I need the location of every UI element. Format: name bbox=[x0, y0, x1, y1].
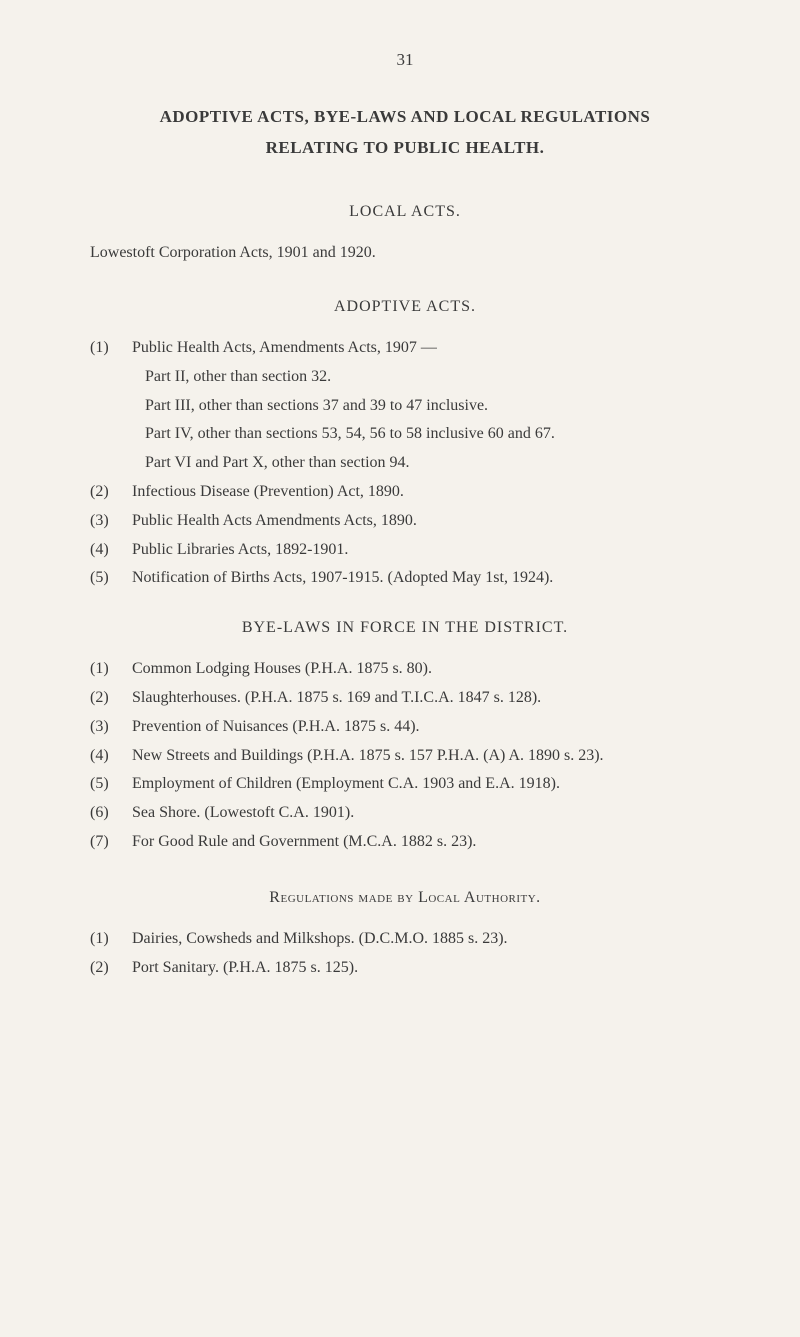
page-number: 31 bbox=[90, 50, 720, 70]
item-text: Sea Shore. (Lowestoft C.A. 1901). bbox=[132, 801, 720, 826]
item-text: Port Sanitary. (P.H.A. 1875 s. 125). bbox=[132, 956, 720, 981]
adoptive-item-1: (1) Public Health Acts, Amendments Acts,… bbox=[90, 336, 720, 361]
item-text: Infectious Disease (Prevention) Act, 189… bbox=[132, 480, 720, 505]
bye-law-item-2: (2) Slaughterhouses. (P.H.A. 1875 s. 169… bbox=[90, 686, 720, 711]
adoptive-item-5: (5) Notification of Births Acts, 1907-19… bbox=[90, 566, 720, 591]
sub-item: Part IV, other than sections 53, 54, 56 … bbox=[145, 422, 720, 447]
item-number: (1) bbox=[90, 657, 132, 682]
bye-laws-heading: BYE-LAWS IN FORCE IN THE DISTRICT. bbox=[90, 619, 720, 637]
item-number: (5) bbox=[90, 566, 132, 591]
sub-item: Part II, other than section 32. bbox=[145, 365, 720, 390]
item-text: Dairies, Cowsheds and Milkshops. (D.C.M.… bbox=[132, 927, 720, 952]
item-number: (1) bbox=[90, 336, 132, 361]
adoptive-acts-heading: ADOPTIVE ACTS. bbox=[90, 298, 720, 316]
adoptive-item-3: (3) Public Health Acts Amendments Acts, … bbox=[90, 509, 720, 534]
item-text: New Streets and Buildings (P.H.A. 1875 s… bbox=[132, 744, 720, 769]
item-number: (6) bbox=[90, 801, 132, 826]
sub-item: Part VI and Part X, other than section 9… bbox=[145, 451, 720, 476]
item-text: Employment of Children (Employment C.A. … bbox=[132, 772, 720, 797]
item-text: Slaughterhouses. (P.H.A. 1875 s. 169 and… bbox=[132, 686, 720, 711]
local-acts-heading: LOCAL ACTS. bbox=[90, 203, 720, 221]
adoptive-item-2: (2) Infectious Disease (Prevention) Act,… bbox=[90, 480, 720, 505]
item-text: Common Lodging Houses (P.H.A. 1875 s. 80… bbox=[132, 657, 720, 682]
regulation-item-1: (1) Dairies, Cowsheds and Milkshops. (D.… bbox=[90, 927, 720, 952]
item-number: (3) bbox=[90, 509, 132, 534]
bye-law-item-1: (1) Common Lodging Houses (P.H.A. 1875 s… bbox=[90, 657, 720, 682]
title-line-2: RELATING TO PUBLIC HEALTH. bbox=[266, 138, 545, 157]
item-text: Public Libraries Acts, 1892-1901. bbox=[132, 538, 720, 563]
item-text: Public Health Acts, Amendments Acts, 190… bbox=[132, 336, 720, 361]
item-number: (3) bbox=[90, 715, 132, 740]
item-number: (4) bbox=[90, 744, 132, 769]
item-number: (7) bbox=[90, 830, 132, 855]
bye-law-item-4: (4) New Streets and Buildings (P.H.A. 18… bbox=[90, 744, 720, 769]
item-text: Public Health Acts Amendments Acts, 1890… bbox=[132, 509, 720, 534]
item-text: For Good Rule and Government (M.C.A. 188… bbox=[132, 830, 720, 855]
item-number: (5) bbox=[90, 772, 132, 797]
item-text: Prevention of Nuisances (P.H.A. 1875 s. … bbox=[132, 715, 720, 740]
item-number: (2) bbox=[90, 480, 132, 505]
regulations-heading: Regulations made by Local Authority. bbox=[90, 889, 720, 907]
sub-item: Part III, other than sections 37 and 39 … bbox=[145, 394, 720, 419]
bye-law-item-5: (5) Employment of Children (Employment C… bbox=[90, 772, 720, 797]
item-number: (4) bbox=[90, 538, 132, 563]
item-number: (2) bbox=[90, 956, 132, 981]
bye-law-item-6: (6) Sea Shore. (Lowestoft C.A. 1901). bbox=[90, 801, 720, 826]
adoptive-item-4: (4) Public Libraries Acts, 1892-1901. bbox=[90, 538, 720, 563]
item-number: (1) bbox=[90, 927, 132, 952]
regulation-item-2: (2) Port Sanitary. (P.H.A. 1875 s. 125). bbox=[90, 956, 720, 981]
item-text: Notification of Births Acts, 1907-1915. … bbox=[132, 566, 720, 591]
bye-law-item-3: (3) Prevention of Nuisances (P.H.A. 1875… bbox=[90, 715, 720, 740]
bye-law-item-7: (7) For Good Rule and Government (M.C.A.… bbox=[90, 830, 720, 855]
item-number: (2) bbox=[90, 686, 132, 711]
local-acts-text: Lowestoft Corporation Acts, 1901 and 192… bbox=[90, 241, 720, 266]
main-title: ADOPTIVE ACTS, BYE-LAWS AND LOCAL REGULA… bbox=[90, 102, 720, 163]
title-line-1: ADOPTIVE ACTS, BYE-LAWS AND LOCAL REGULA… bbox=[160, 107, 651, 126]
